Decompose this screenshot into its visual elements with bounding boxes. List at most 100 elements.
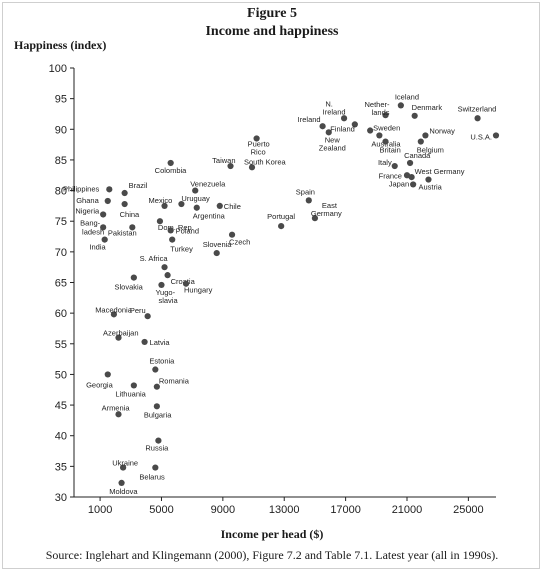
y-tick-label: 85 xyxy=(55,155,67,167)
y-tick-label: 75 xyxy=(55,216,67,228)
point-label: slavia xyxy=(158,296,178,305)
chart-title: Income and happiness xyxy=(205,24,339,39)
point-label: Germany xyxy=(311,209,342,218)
data-point xyxy=(397,102,404,109)
data-point xyxy=(474,115,481,122)
point-label: Mexico xyxy=(149,196,173,205)
data-point xyxy=(228,231,236,238)
data-point xyxy=(100,211,107,218)
data-point xyxy=(376,132,383,139)
data-point xyxy=(152,366,159,373)
x-tick-label: 25000 xyxy=(453,504,484,516)
point-label: Rico xyxy=(251,147,266,156)
point-label: ladesh xyxy=(82,227,104,236)
y-tick-label: 65 xyxy=(55,278,67,290)
data-point xyxy=(121,189,128,197)
point-label: Argentina xyxy=(193,212,226,221)
y-tick-label: 100 xyxy=(49,63,67,75)
point-label: Georgia xyxy=(86,380,114,389)
point-label: Austria xyxy=(418,183,442,192)
data-point xyxy=(161,202,168,209)
point-label: Venezuela xyxy=(190,180,226,189)
figure-number: Figure 5 xyxy=(247,6,297,21)
data-point xyxy=(106,186,113,193)
data-point xyxy=(382,112,389,119)
point-label: N. xyxy=(325,99,333,108)
point-label: Peru xyxy=(130,306,146,315)
point-label: Belarus xyxy=(139,473,165,482)
data-point xyxy=(425,176,432,183)
x-axis-title: Income per head ($) xyxy=(220,527,324,541)
y-tick-label: 95 xyxy=(55,94,67,106)
point-label: Switzerland xyxy=(458,104,497,113)
data-point xyxy=(182,280,190,287)
data-point xyxy=(178,200,185,208)
point-label: lands xyxy=(372,108,390,117)
data-point xyxy=(130,274,137,281)
point-label: Lithuania xyxy=(115,389,146,398)
point-label: Dom. Rep. xyxy=(158,223,194,232)
y-tick-label: 35 xyxy=(55,461,67,473)
data-point xyxy=(422,132,429,139)
data-point xyxy=(110,311,117,318)
data-point xyxy=(104,371,111,378)
y-tick-label: 45 xyxy=(55,400,67,412)
point-label: Macedonia xyxy=(95,305,133,314)
source-note: Source: Inglehart and Klingemann (2000),… xyxy=(45,548,499,562)
point-label: Moldova xyxy=(109,487,138,496)
data-point xyxy=(305,197,312,204)
data-point xyxy=(164,272,171,279)
data-point xyxy=(101,236,108,243)
data-point xyxy=(152,464,159,471)
data-point xyxy=(278,223,285,230)
point-label: Bulgaria xyxy=(144,410,172,419)
point-label: Nether- xyxy=(364,100,390,109)
data-point xyxy=(192,187,199,194)
point-label: China xyxy=(120,210,140,219)
point-label: Russia xyxy=(145,444,169,453)
point-label: Iceland xyxy=(395,92,419,101)
point-label: Ghana xyxy=(76,196,99,205)
data-point xyxy=(130,382,137,389)
data-point xyxy=(153,383,160,390)
point-label: Britain xyxy=(380,146,401,155)
point-label: Spain xyxy=(296,187,315,196)
point-label: Latvia xyxy=(150,338,171,347)
y-tick-label: 60 xyxy=(55,308,67,320)
point-label: Portugal xyxy=(267,212,295,221)
point-label: East xyxy=(322,201,338,210)
data-point xyxy=(213,249,220,257)
y-tick-label: 55 xyxy=(55,339,67,351)
figure-frame xyxy=(2,2,540,569)
data-point xyxy=(411,112,418,119)
point-label: Turkey xyxy=(170,245,193,254)
point-label: New xyxy=(325,135,341,144)
point-label: Slovenia xyxy=(203,240,233,249)
y-tick-label: 30 xyxy=(55,492,67,504)
point-label: Belgium xyxy=(417,146,444,155)
point-label: West Germany xyxy=(415,167,465,176)
point-label: South Korea xyxy=(244,157,287,166)
point-label: France xyxy=(379,171,402,180)
data-point xyxy=(248,164,256,171)
data-point xyxy=(115,411,122,418)
data-point xyxy=(406,159,414,167)
y-tick-label: 40 xyxy=(55,431,67,443)
data-point xyxy=(367,127,374,134)
data-point xyxy=(155,437,162,444)
point-label: Zealand xyxy=(319,143,346,152)
data-point xyxy=(169,236,176,243)
point-label: Japan xyxy=(389,179,409,188)
data-point xyxy=(408,173,415,181)
point-label: Poland xyxy=(176,226,199,235)
point-label: Nigeria xyxy=(75,206,100,215)
data-point xyxy=(325,129,332,136)
point-label: Italy xyxy=(378,158,392,167)
point-label: U.S.A. xyxy=(470,132,492,141)
point-label: Pakistan xyxy=(108,228,137,237)
point-label: Ireland xyxy=(323,107,346,116)
point-label: Bang- xyxy=(80,218,101,227)
point-label: Denmark xyxy=(412,103,443,112)
y-tick-label: 70 xyxy=(55,247,67,259)
